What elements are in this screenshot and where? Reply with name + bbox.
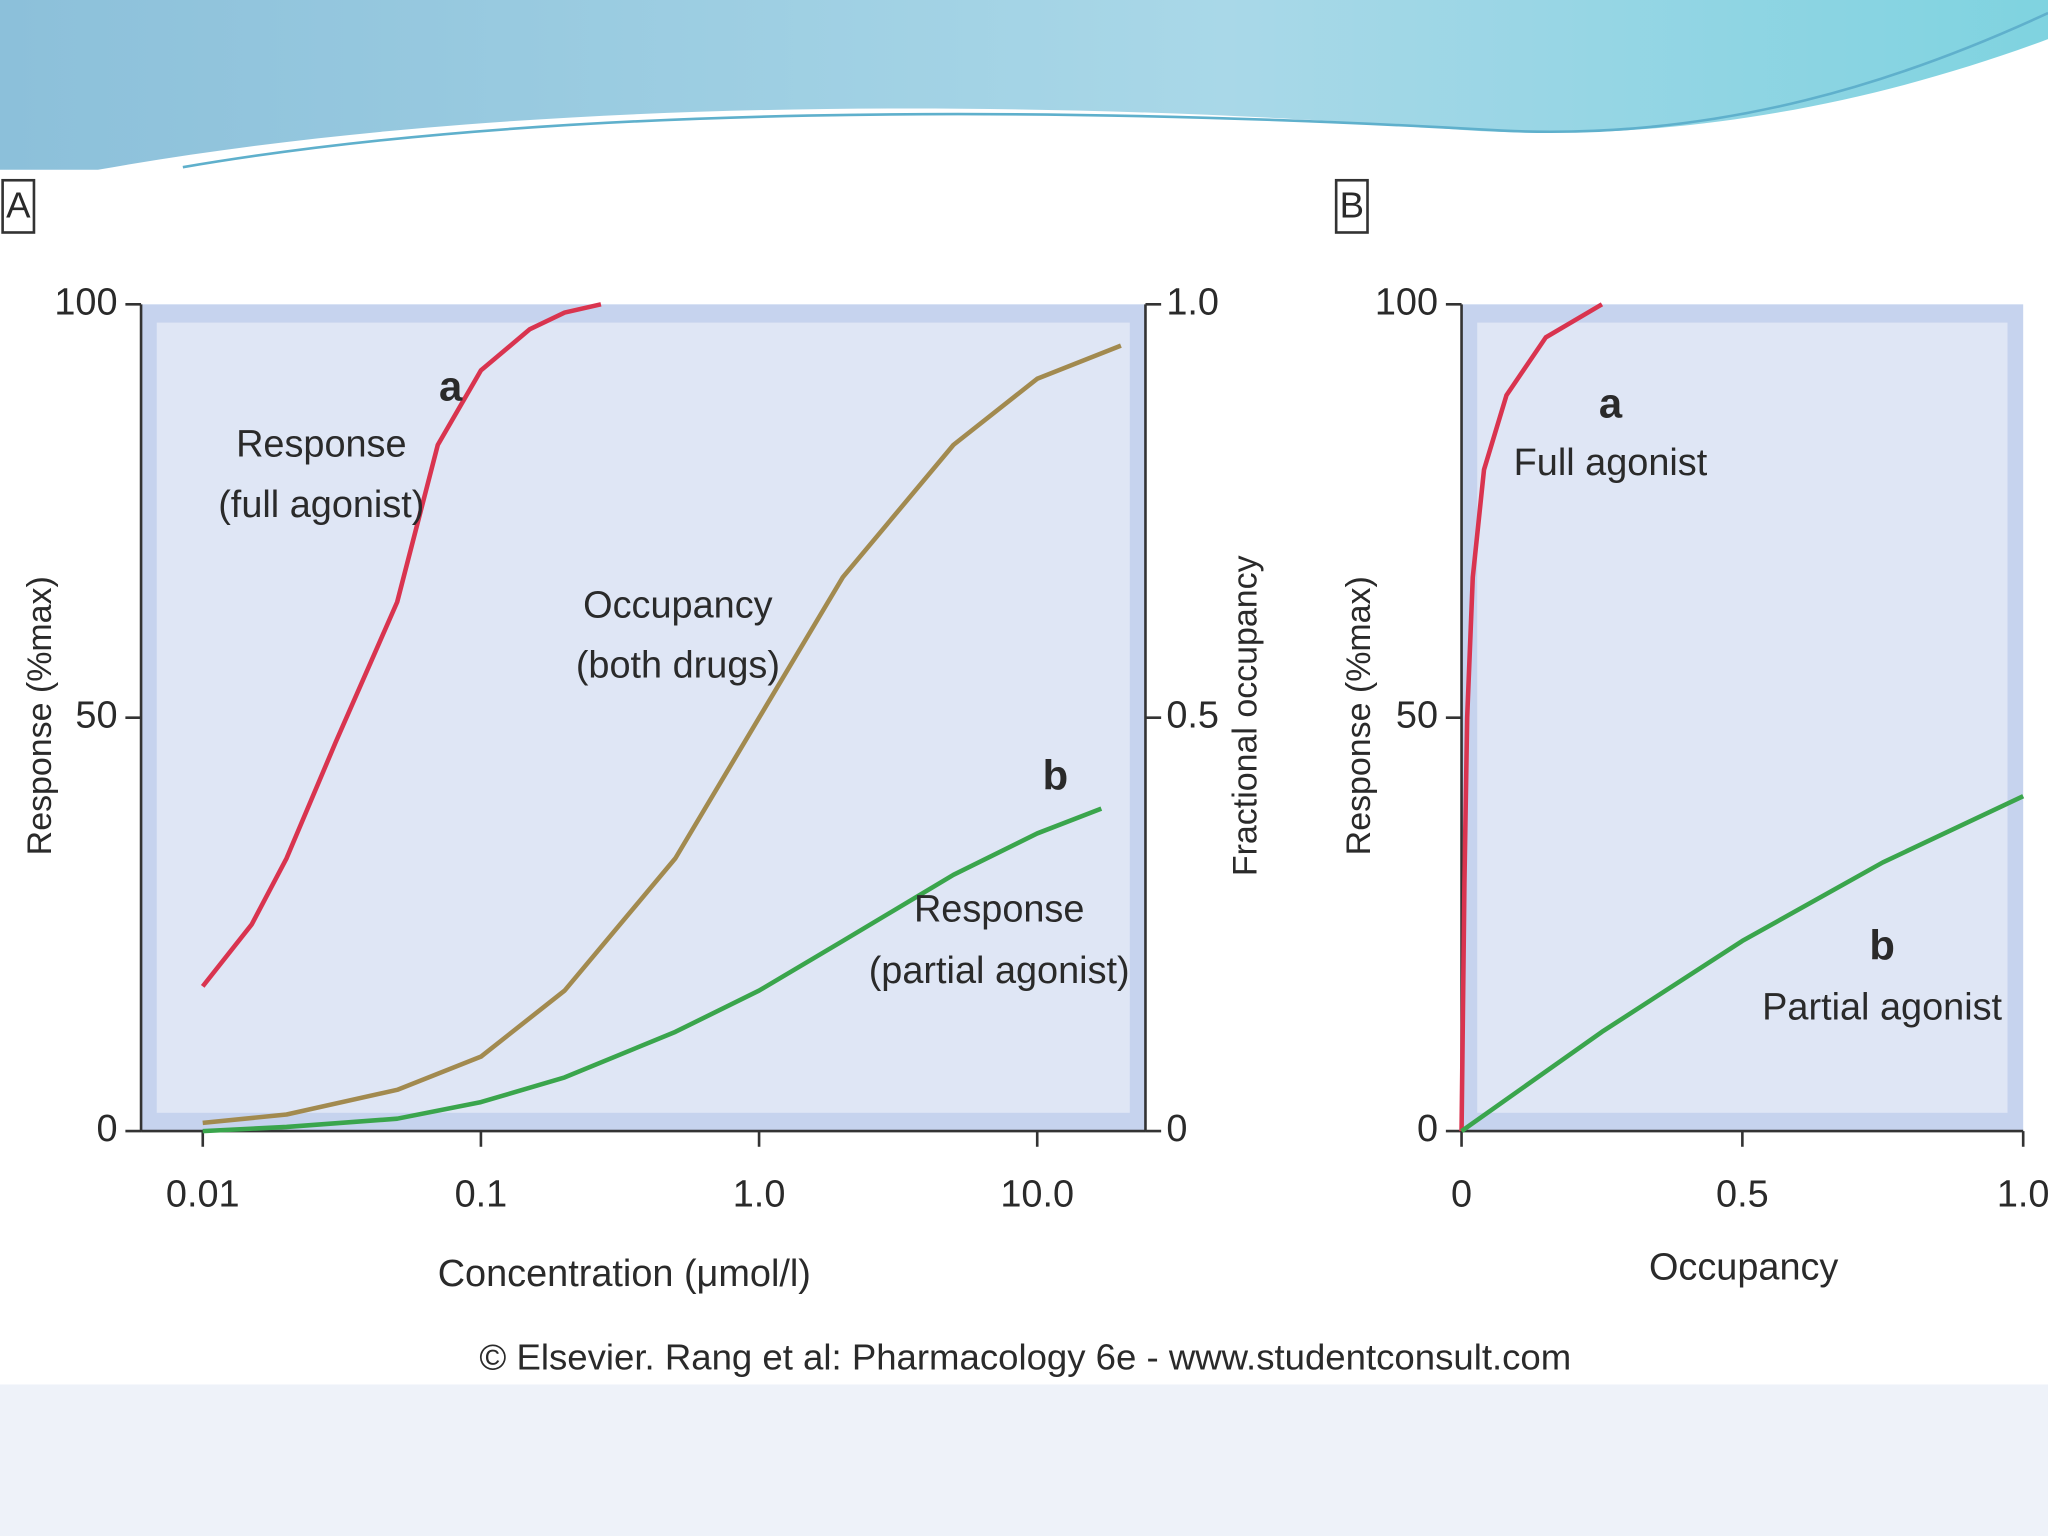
y-tick-label: 100	[1375, 281, 1438, 323]
annotation: (both drugs)	[576, 644, 780, 686]
panel-box	[1, 178, 36, 234]
x-tick-label: 10.0	[1000, 1173, 1074, 1215]
annotation: b	[1043, 751, 1069, 798]
y-tick-label: 50	[1396, 695, 1438, 737]
x-axis-label: Occupancy	[1649, 1247, 1838, 1289]
y-tick-label: 0	[96, 1108, 117, 1150]
panel-label: B	[1340, 184, 1364, 225]
y-axis-label: Response (%max)	[21, 576, 59, 855]
y2-tick-label: 0	[1166, 1108, 1187, 1150]
y2-tick-label: 0.5	[1166, 695, 1219, 737]
y2-tick-label: 1.0	[1166, 281, 1219, 323]
series-line	[1460, 794, 2025, 1133]
annotation: b	[1869, 921, 1895, 968]
annotation: (partial agonist)	[869, 950, 1130, 992]
y2-axis-label: Fractional occupancy	[1226, 555, 1264, 876]
x-tick-label: 0.1	[455, 1173, 508, 1215]
y-tick-label: 50	[75, 695, 117, 737]
x-tick-label: 0.5	[1716, 1173, 1769, 1215]
annotation: Partial agonist	[1762, 987, 2002, 1029]
x-axis-label: Concentration (μmol/l)	[438, 1253, 811, 1295]
x-tick-label: 1.0	[733, 1173, 786, 1215]
plot-area	[156, 322, 1130, 1113]
annotation: Response	[914, 889, 1084, 931]
panel-box	[1334, 178, 1369, 234]
series-line	[200, 302, 602, 988]
x-tick-label: 1.0	[1997, 1173, 2048, 1215]
annotation: Occupancy	[583, 584, 772, 626]
series-line	[202, 343, 1122, 1126]
annotation: Full agonist	[1514, 442, 1708, 484]
header-line	[182, 11, 2048, 169]
annotation: (full agonist)	[218, 484, 424, 526]
y-tick-label: 100	[54, 281, 117, 323]
annotation: Response	[236, 424, 406, 466]
header-swoosh	[0, 0, 2048, 170]
plot-area	[1477, 322, 2008, 1113]
panel-label: A	[6, 184, 31, 225]
footer: © Elsevier. Rang et al: Pharmacology 6e …	[479, 1336, 1571, 1377]
series-line	[202, 806, 1103, 1134]
x-tick-label: 0.01	[166, 1173, 240, 1215]
series-line	[1459, 302, 1604, 1132]
annotation: a	[1599, 379, 1623, 426]
bottom-band	[0, 1384, 2048, 1536]
x-tick-label: 0	[1451, 1173, 1472, 1215]
annotation: a	[439, 362, 463, 409]
y-tick-label: 0	[1417, 1108, 1438, 1150]
y-axis-label: Response (%max)	[1340, 576, 1378, 855]
